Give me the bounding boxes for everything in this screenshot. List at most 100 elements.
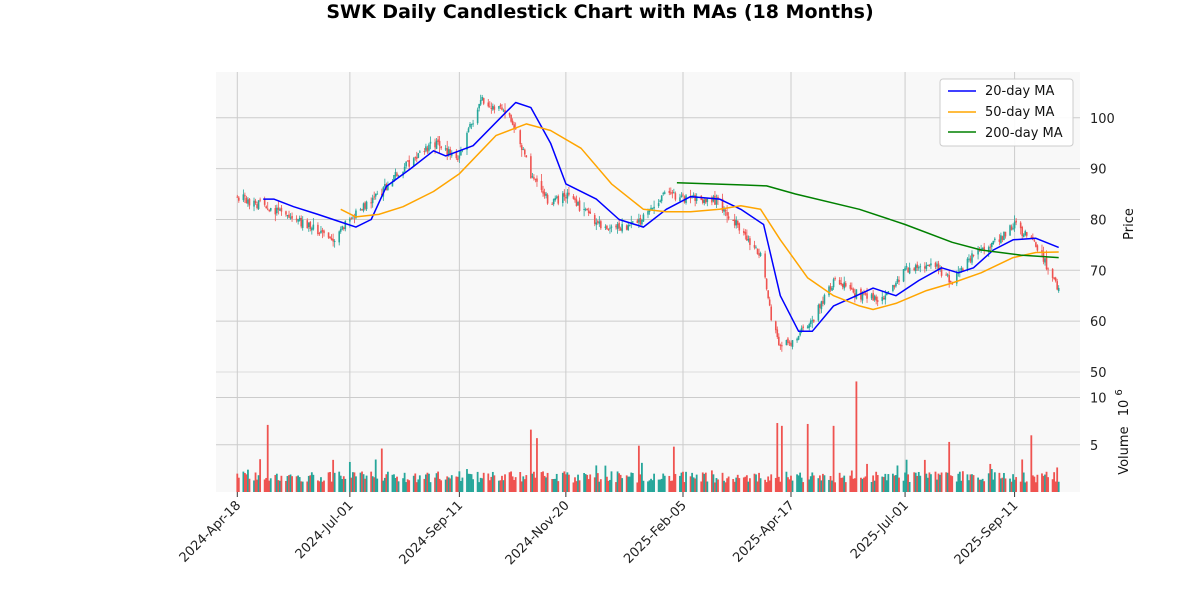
volume-bar — [788, 479, 791, 492]
volume-bar — [723, 480, 725, 492]
volume-bar — [342, 476, 345, 492]
volume-bar — [850, 470, 853, 492]
volume-bar — [960, 480, 963, 492]
candle-body — [876, 300, 879, 302]
volume-bar — [604, 465, 607, 492]
volume-bar — [329, 471, 331, 492]
volume-bar — [796, 474, 798, 492]
candle-body — [247, 199, 249, 204]
candle-body — [774, 321, 777, 331]
volume-bar — [780, 425, 783, 492]
volume-bar — [844, 482, 847, 492]
candle-body — [785, 340, 788, 346]
volume-bar — [504, 474, 506, 492]
candle-body — [557, 195, 560, 204]
volume-bar — [446, 476, 449, 492]
candle-body — [822, 300, 824, 304]
price-tick-label: 90 — [1090, 163, 1107, 178]
volume-bar — [520, 481, 523, 492]
candle-body — [437, 139, 439, 142]
price-tick-label: 70 — [1090, 264, 1107, 279]
volume-bar — [977, 477, 979, 492]
moving-averages — [263, 101, 1059, 333]
candle-body — [332, 239, 334, 242]
candle-body — [536, 178, 538, 182]
x-tick-label: 2025-Apr-17 — [730, 498, 797, 565]
volume-bar — [625, 475, 628, 492]
candle-body — [1051, 268, 1054, 278]
candle-body — [695, 196, 698, 201]
candle-body — [971, 253, 973, 263]
candle-body — [510, 114, 512, 122]
candle-body — [905, 266, 908, 268]
price-panel — [216, 72, 1080, 372]
candle-body — [802, 326, 804, 328]
x-tick-label: 2024-Jul-01 — [293, 498, 357, 562]
candle-body — [662, 193, 665, 195]
candle-body — [674, 193, 677, 200]
volume-bar — [946, 472, 949, 492]
volume-bar — [917, 471, 920, 492]
volume-bar — [747, 481, 750, 492]
volume-bar — [301, 481, 304, 492]
chart-title: SWK Daily Candlestick Chart with MAs (18… — [326, 1, 873, 23]
candle-body — [472, 123, 474, 125]
volume-bar — [361, 471, 363, 492]
volume-bar — [344, 478, 347, 492]
candle-body — [479, 100, 482, 105]
candle-body — [352, 217, 354, 219]
candle-body — [329, 236, 331, 239]
volume-bar — [930, 474, 932, 492]
volume-bar — [1041, 473, 1043, 492]
volume-bar — [1024, 482, 1027, 492]
volume-bar — [534, 477, 537, 492]
volume-bar — [832, 425, 835, 492]
volume-bar — [755, 474, 757, 492]
candle-body — [832, 279, 835, 288]
volume-bar — [394, 477, 397, 492]
volume-bar — [951, 476, 954, 492]
volume-bar — [376, 478, 379, 492]
volume-bar — [383, 477, 386, 492]
volume-bar — [321, 481, 324, 492]
candle-body — [831, 287, 833, 291]
candle-body — [1019, 222, 1022, 229]
volume-bar — [939, 474, 941, 492]
candle-body — [892, 284, 894, 292]
volume-bar — [663, 475, 666, 492]
candle-body — [533, 177, 535, 179]
candle-body — [259, 199, 261, 201]
volume-bar — [242, 471, 245, 492]
candle-body — [689, 196, 692, 199]
volume-bar — [642, 480, 645, 492]
candle-body — [387, 185, 389, 190]
ma200-line — [676, 182, 1059, 259]
candle-body — [902, 269, 905, 282]
candle-body — [344, 220, 347, 230]
volume-bar — [437, 471, 439, 492]
volume-bar — [980, 479, 983, 492]
candle-body — [417, 153, 420, 158]
volume-bar — [493, 475, 496, 492]
volume-bar — [637, 445, 640, 492]
volume-bar — [476, 471, 479, 492]
candle-body — [449, 149, 452, 155]
ma20-line — [263, 101, 1059, 333]
volume-exponent-base: 10 — [1117, 400, 1132, 417]
candle-body — [397, 175, 400, 177]
candle-body — [787, 338, 789, 343]
volume-bar — [989, 463, 992, 492]
candle-body — [444, 148, 447, 150]
candle-body — [333, 240, 336, 243]
candle-body — [680, 195, 683, 198]
volume-bar — [892, 473, 894, 492]
volume-bar — [256, 479, 258, 492]
candle-body — [350, 218, 353, 220]
candle-body — [435, 140, 438, 149]
volume-bar — [466, 469, 468, 492]
candle-body — [370, 202, 372, 204]
volume-bar — [289, 474, 292, 492]
candle-body — [1047, 268, 1049, 270]
volume-bar — [971, 474, 973, 492]
x-tick-label: 2024-Nov-20 — [503, 498, 573, 568]
